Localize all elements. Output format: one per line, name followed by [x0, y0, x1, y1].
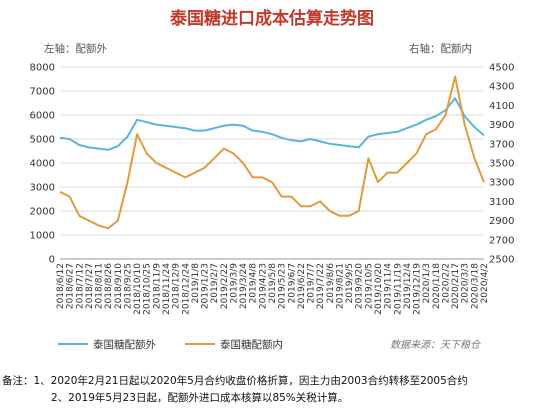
- series-line-inside-quota: [59, 75, 485, 230]
- data-source: 数据来源：天下粮仓: [390, 339, 481, 351]
- series-lines: [59, 75, 485, 230]
- x-tick-label: 2019/12/4: [403, 263, 413, 309]
- x-tick-label: 2018/11/24: [162, 263, 172, 315]
- legend: 泰国糖配额外 泰国糖配额内: [58, 338, 283, 351]
- x-tick-label: 2019/2/22: [220, 263, 230, 309]
- x-tick-label: 2018/7/12: [75, 263, 85, 309]
- x-tick-label: 2020/1/3: [422, 263, 432, 303]
- x-tick-label: 2019/8/21: [335, 263, 345, 309]
- notes: 备注：1、2020年2月21日起以2020年5月合约收盘价格折算，因主力由200…: [2, 373, 543, 407]
- note-2: 2、2019年5月23日起，配额外进口成本核算以85%关税计算。: [51, 392, 349, 404]
- x-tick-label: 2018/8/26: [104, 263, 114, 309]
- x-tick-label: 2019/5/23: [278, 263, 288, 309]
- right-tick-label: 3100: [489, 197, 514, 208]
- left-tick-label: 2000: [30, 207, 55, 218]
- x-tick-label: 2019/10/20: [374, 263, 384, 315]
- x-tick-label: 2018/9/10: [114, 263, 124, 309]
- legend-label-inside-quota: 泰国糖配额内: [220, 338, 283, 351]
- x-tick-label: 2018/6/27: [66, 263, 76, 309]
- left-tick-label: 5000: [30, 135, 55, 146]
- right-tick-label: 4100: [489, 101, 514, 112]
- right-tick-label: 3500: [489, 159, 514, 170]
- x-tick-label: 2018/11/9: [152, 263, 162, 309]
- right-tick-label: 2700: [489, 235, 514, 246]
- x-tick-label: 2019/10/5: [364, 263, 374, 309]
- x-tick-label: 2019/8/6: [326, 263, 336, 304]
- x-tick-label: 2019/3/9: [229, 263, 239, 304]
- x-tick-label: 2018/12/9: [172, 263, 182, 309]
- right-axis-title: 右轴：配额内: [409, 42, 472, 55]
- right-tick-label: 2500: [489, 255, 514, 266]
- left-tick-label: 7000: [30, 87, 55, 98]
- notes-label: 备注：: [2, 375, 34, 387]
- x-tick-label: 2019/11/4: [384, 263, 394, 309]
- right-tick-label: 2900: [489, 216, 514, 227]
- x-tick-label: 2020/2/17: [451, 263, 461, 309]
- x-tick-label: 2020/3/3: [461, 263, 471, 303]
- x-tick-label: 2019/7/22: [316, 263, 326, 309]
- right-tick-label: 4300: [489, 82, 514, 93]
- left-axis-title: 左轴：配额外: [44, 42, 107, 55]
- x-tick-label: 2019/9/20: [355, 263, 365, 309]
- left-tick-label: 8000: [30, 63, 55, 74]
- series-line-outside-quota: [59, 97, 485, 151]
- x-tick-label: 2020/4/2: [480, 263, 490, 303]
- x-tick-label: 2020/1/18: [432, 263, 442, 309]
- left-tick-label: 3000: [30, 183, 55, 194]
- x-axis-ticks: 2018/6/12 2018/6/27 2018/7/12 2018/7/27 2018…: [56, 263, 490, 315]
- x-tick-label: 2019/7/7: [307, 263, 317, 303]
- gridlines: [60, 66, 484, 260]
- legend-label-outside-quota: 泰国糖配额外: [93, 338, 156, 351]
- x-tick-label: 2018/12/24: [181, 263, 191, 315]
- right-tick-label: 3300: [489, 178, 514, 189]
- left-tick-label: 1000: [30, 231, 55, 242]
- left-tick-label: 0: [49, 255, 55, 266]
- x-tick-label: 2018/10/25: [143, 263, 153, 315]
- x-tick-label: 2018/6/12: [56, 263, 66, 309]
- x-tick-label: 2018/10/10: [133, 263, 143, 315]
- right-axis-ticks: 2500 2700 2900 3100 3300 3500 3700 3900 4100 4300…: [489, 63, 514, 266]
- x-tick-label: 2019/4/23: [258, 263, 268, 309]
- x-tick-label: 2019/11/19: [393, 263, 403, 315]
- x-tick-label: 2020/2/2: [441, 263, 451, 303]
- x-tick-label: 2019/3/24: [239, 263, 249, 309]
- chart: 泰国糖进口成本估算走势图 左轴：配额外 右轴：配额内 0 1000 2000 3000…: [30, 8, 515, 351]
- right-tick-label: 3900: [489, 120, 514, 131]
- x-tick-label: 2018/9/25: [123, 263, 133, 309]
- x-tick-label: 2019/1/8: [191, 263, 201, 304]
- left-tick-label: 6000: [30, 111, 55, 122]
- x-tick-label: 2020/3/18: [470, 263, 480, 309]
- right-tick-label: 3700: [489, 139, 514, 150]
- x-tick-label: 2019/6/22: [297, 263, 307, 309]
- x-tick-label: 2019/1/23: [201, 263, 211, 309]
- x-tick-label: 2018/7/27: [85, 263, 95, 309]
- right-tick-label: 4500: [489, 63, 514, 74]
- left-tick-label: 4000: [30, 159, 55, 170]
- x-tick-label: 2019/5/8: [268, 263, 278, 304]
- x-tick-label: 2019/2/7: [210, 263, 220, 303]
- x-tick-label: 2019/4/8: [249, 263, 259, 304]
- left-axis-ticks: 0 1000 2000 3000 4000 5000 6000 7000 8000: [30, 63, 55, 266]
- chart-title: 泰国糖进口成本估算走势图: [170, 8, 374, 29]
- x-tick-label: 2019/6/7: [287, 263, 297, 303]
- x-tick-label: 2018/8/11: [95, 263, 105, 309]
- x-tick-label: 2019/9/5: [345, 263, 355, 303]
- x-tick-label: 2019/12/19: [413, 263, 423, 315]
- note-1: 1、2020年2月21日起以2020年5月合约收盘价格折算，因主力由2003合约…: [33, 375, 468, 387]
